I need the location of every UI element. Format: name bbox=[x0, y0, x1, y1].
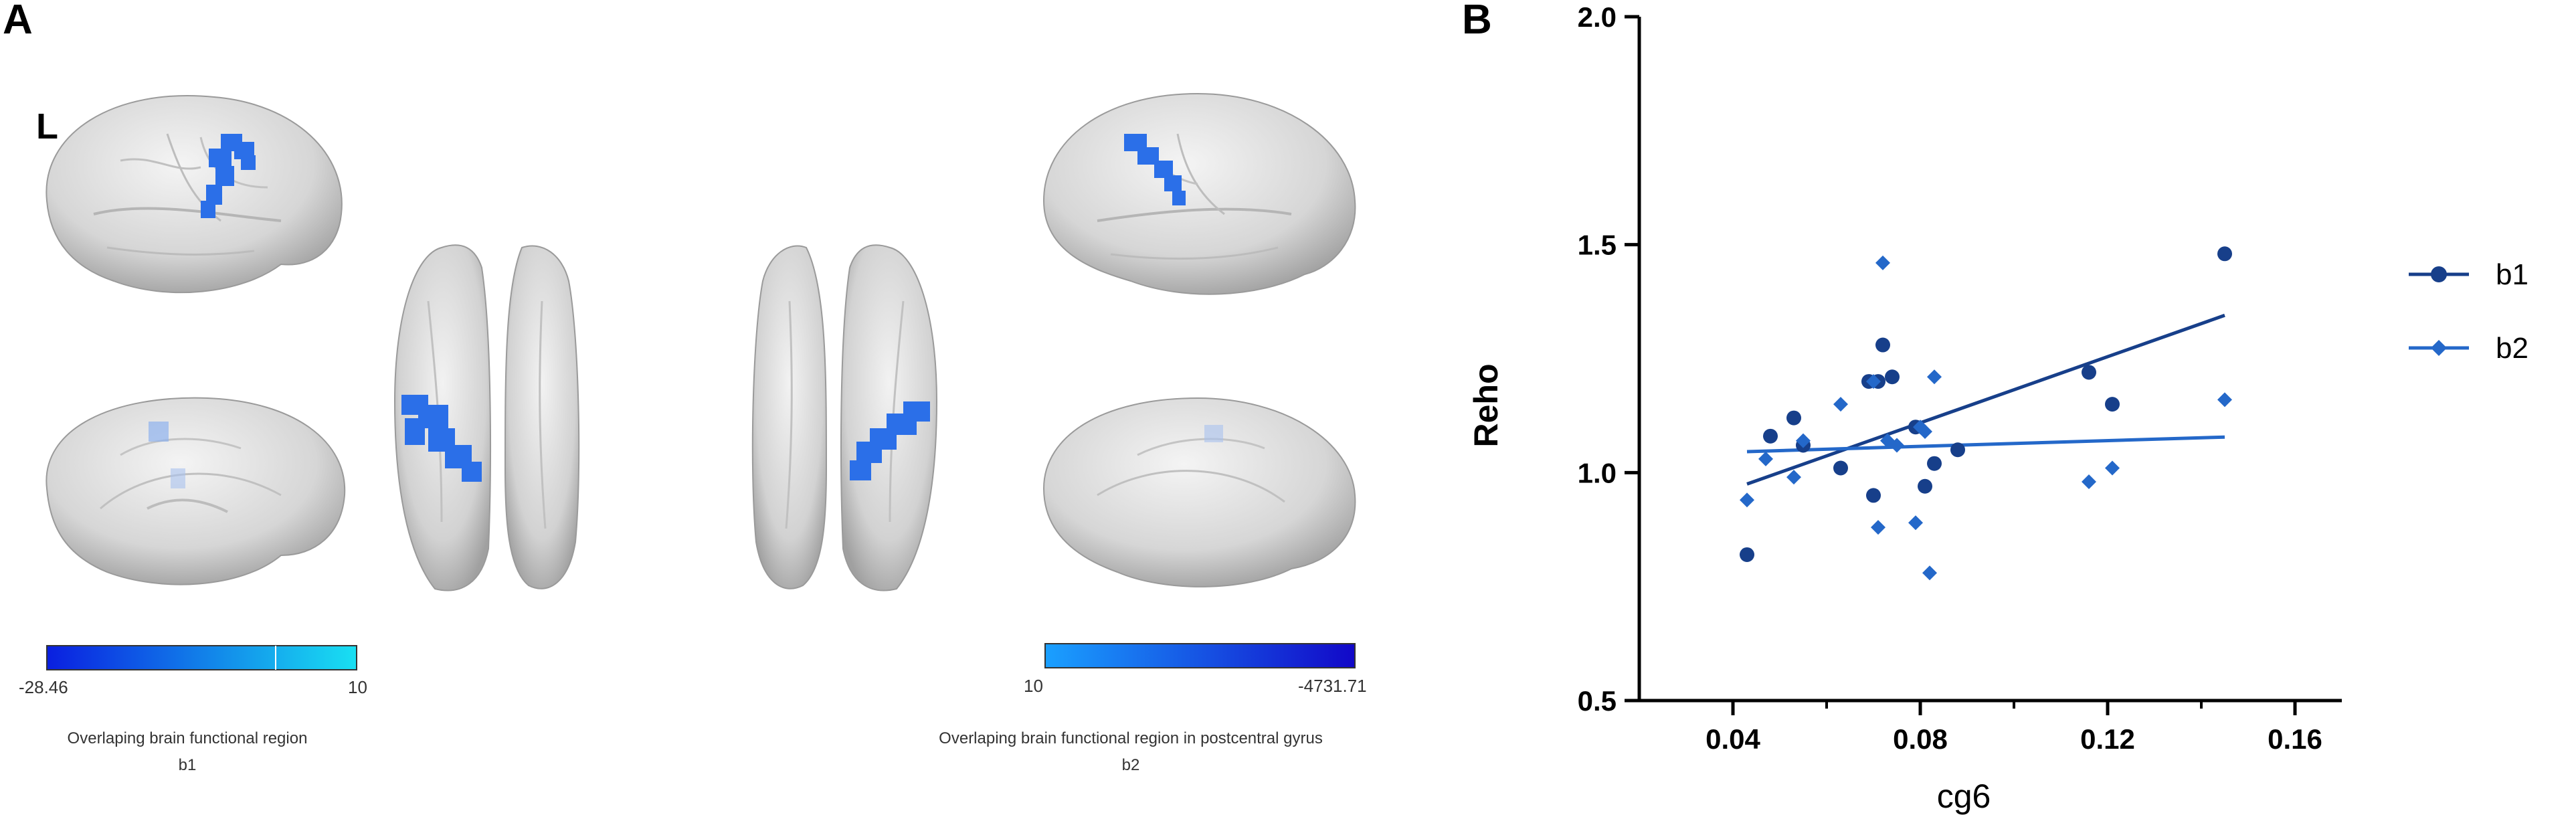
point-b2 bbox=[1758, 451, 1773, 466]
x-axis-title: cg6 bbox=[1937, 778, 1991, 815]
caption-b1-line2: b1 bbox=[178, 756, 197, 774]
left-medial-brain bbox=[45, 397, 346, 585]
legend-marker-b1 bbox=[2431, 266, 2447, 282]
point-b1 bbox=[1950, 442, 1965, 458]
chart-axes: 0.5 1.0 1.5 2.0 0.04 0.08 0.12 0.16 cg6 Reho bbox=[1467, 1, 2342, 815]
point-b2 bbox=[1833, 397, 1848, 412]
right-lateral-brain bbox=[1042, 92, 1356, 295]
point-b2 bbox=[1918, 424, 1932, 440]
point-b1 bbox=[1740, 547, 1754, 562]
caption-b2-line2: b2 bbox=[1121, 756, 1140, 774]
legend-label-b2: b2 bbox=[2496, 332, 2528, 365]
point-b2 bbox=[2217, 392, 2232, 407]
y-axis-title: Reho bbox=[1467, 364, 1505, 448]
point-b2 bbox=[1796, 433, 1811, 448]
caption-b2-line1: Overlaping brain functional region in po… bbox=[939, 729, 1323, 747]
colorbar-b2-min-label: 10 bbox=[1024, 676, 1043, 696]
point-b2 bbox=[1927, 369, 1942, 385]
legend-label-b1: b1 bbox=[2496, 258, 2528, 291]
point-b1 bbox=[2105, 397, 2120, 412]
colorbar-b2 bbox=[1044, 643, 1356, 668]
point-b2 bbox=[1908, 515, 1923, 531]
point-b1 bbox=[1786, 410, 1801, 426]
point-b2 bbox=[1740, 492, 1754, 508]
point-b1 bbox=[2217, 246, 2232, 262]
x-tick-label: 0.08 bbox=[1893, 723, 1948, 755]
legend-marker-b2 bbox=[2431, 340, 2447, 356]
point-b1 bbox=[2082, 365, 2096, 380]
fit-line-b2 bbox=[1746, 435, 2225, 454]
colorbar-b1 bbox=[46, 645, 357, 670]
point-b1 bbox=[1763, 428, 1778, 444]
point-b2 bbox=[1922, 565, 1937, 581]
point-b2 bbox=[1866, 374, 1881, 389]
ventral-view-right bbox=[751, 244, 938, 591]
point-b1 bbox=[1833, 460, 1848, 476]
x-tick-label: 0.12 bbox=[2080, 723, 2135, 755]
y-tick-label: 1.5 bbox=[1578, 230, 1617, 261]
point-b1 bbox=[1866, 488, 1881, 503]
point-b2 bbox=[1875, 255, 1890, 270]
point-b1 bbox=[1927, 456, 1942, 471]
b1-lateral-highlight bbox=[201, 134, 256, 218]
caption-b2: Overlaping brain functional region in po… bbox=[877, 729, 1385, 775]
point-b2 bbox=[1871, 520, 1885, 535]
left-lateral-brain bbox=[45, 94, 343, 294]
y-tick-label: 1.0 bbox=[1578, 457, 1617, 488]
y-tick-label: 0.5 bbox=[1578, 685, 1617, 717]
colorbar-b1-min-label: -28.46 bbox=[19, 677, 68, 697]
x-tick-label: 0.04 bbox=[1706, 723, 1760, 755]
fit-lines bbox=[1746, 313, 2225, 486]
right-medial-brain bbox=[1042, 397, 1356, 587]
y-tick-label: 2.0 bbox=[1578, 1, 1617, 33]
point-b2 bbox=[2105, 460, 2120, 476]
point-b1 bbox=[1875, 337, 1890, 353]
ventral-view-left bbox=[393, 244, 580, 591]
point-b2 bbox=[1890, 438, 1904, 453]
point-b2 bbox=[1786, 470, 1801, 485]
data-points bbox=[1740, 246, 2232, 581]
caption-b1: Overlaping brain functional region b1 bbox=[20, 729, 355, 775]
point-b1 bbox=[1918, 478, 1932, 494]
colorbar-b2-max-label: -4731.71 bbox=[1298, 676, 1367, 696]
point-b2 bbox=[2082, 474, 2096, 489]
panel-a-letter: A bbox=[3, 0, 33, 43]
brain-surface-renderings bbox=[45, 92, 1356, 670]
point-b1 bbox=[1885, 369, 1900, 385]
colorbar-b1-max-label: 10 bbox=[348, 677, 367, 697]
hemisphere-label: L bbox=[36, 106, 58, 147]
x-tick-label: 0.16 bbox=[2268, 723, 2322, 755]
caption-b1-line1: Overlaping brain functional region bbox=[67, 729, 308, 747]
fit-line-b1 bbox=[1746, 313, 2225, 486]
chart-legend: b1 b2 bbox=[2409, 258, 2528, 365]
panel-b-letter: B bbox=[1462, 0, 1492, 43]
